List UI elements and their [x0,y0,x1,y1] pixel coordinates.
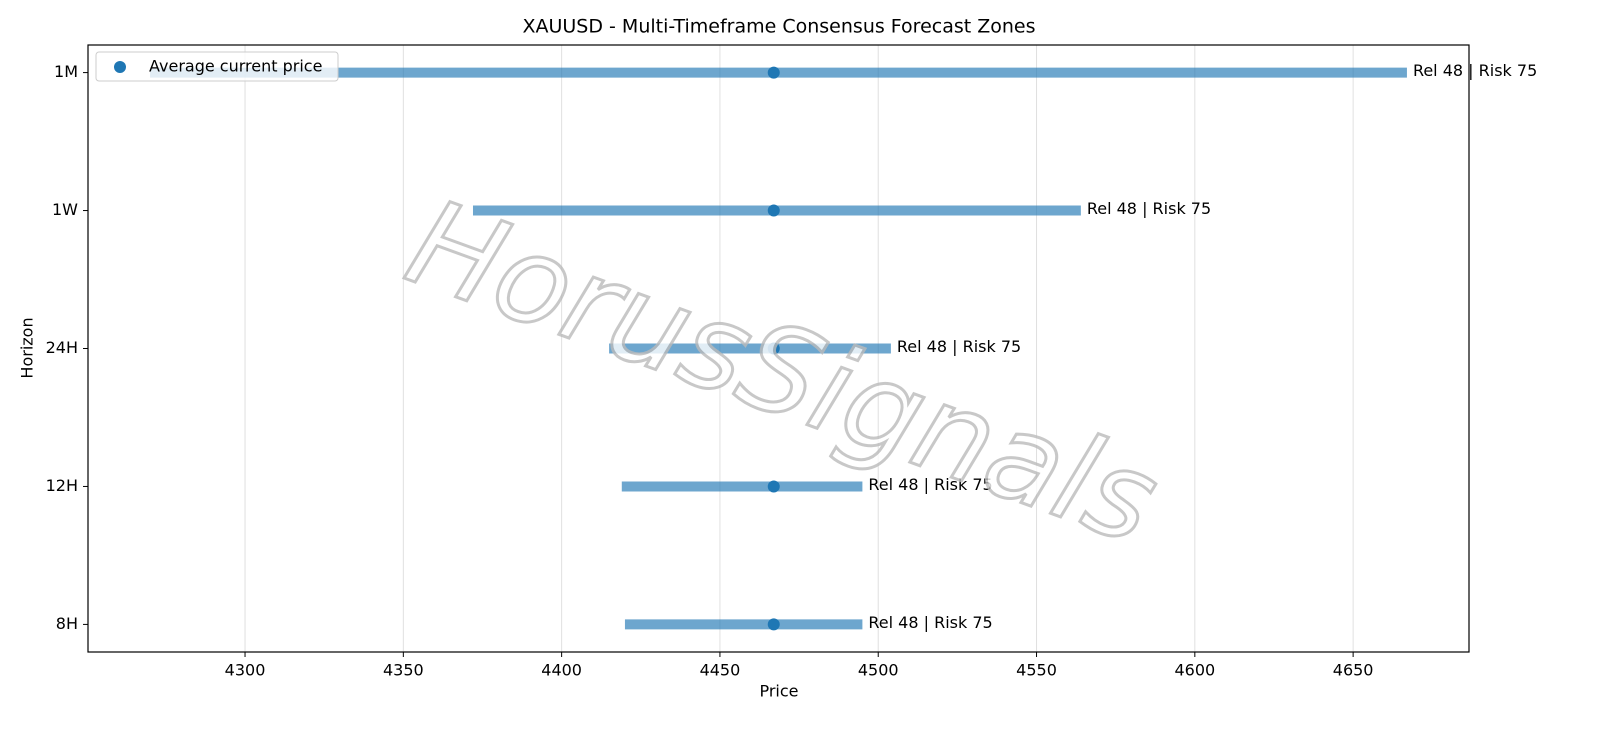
legend-marker [114,61,126,73]
legend-box [95,51,339,82]
x-tick-label: 4350 [383,661,424,680]
y-tick-label: 8H [56,614,78,633]
y-tick-label: 1M [54,62,78,81]
y-tick-label: 24H [46,338,78,357]
legend-label: Average current price [149,57,322,76]
x-axis-label: Price [759,682,798,701]
x-tick-label: 4500 [858,661,899,680]
y-tick-label: 12H [46,476,78,495]
x-tick-label: 4300 [225,661,266,680]
range-annotation: Rel 48 | Risk 75 [868,613,992,632]
y-axis-label: Horizon [18,317,37,378]
x-tick-label: 4600 [1174,661,1215,680]
legend: Average current price [95,51,339,82]
x-tick-label: 4550 [1016,661,1057,680]
x-tick-label: 4650 [1333,661,1374,680]
current-price-dot [767,480,780,493]
chart-title: XAUUSD - Multi-Timeframe Consensus Forec… [522,16,1035,38]
current-price-dot [767,342,780,355]
range-annotation: Rel 48 | Risk 75 [868,475,992,494]
y-tick-label: 1W [52,200,78,219]
x-tick-label: 4450 [700,661,741,680]
marks: Rel 48 | Risk 75 Rel 48 | Risk 75 Rel 48 |… [150,61,1537,632]
x-tick-label: 4400 [541,661,582,680]
current-price-dot [767,204,780,217]
current-price-dot [767,618,780,631]
range-annotation: Rel 48 | Risk 75 [897,337,1021,356]
current-price-dot [767,66,780,79]
range-annotation: Rel 48 | Risk 75 [1087,199,1211,218]
grid [244,45,1354,652]
range-annotation: Rel 48 | Risk 75 [1413,61,1537,80]
